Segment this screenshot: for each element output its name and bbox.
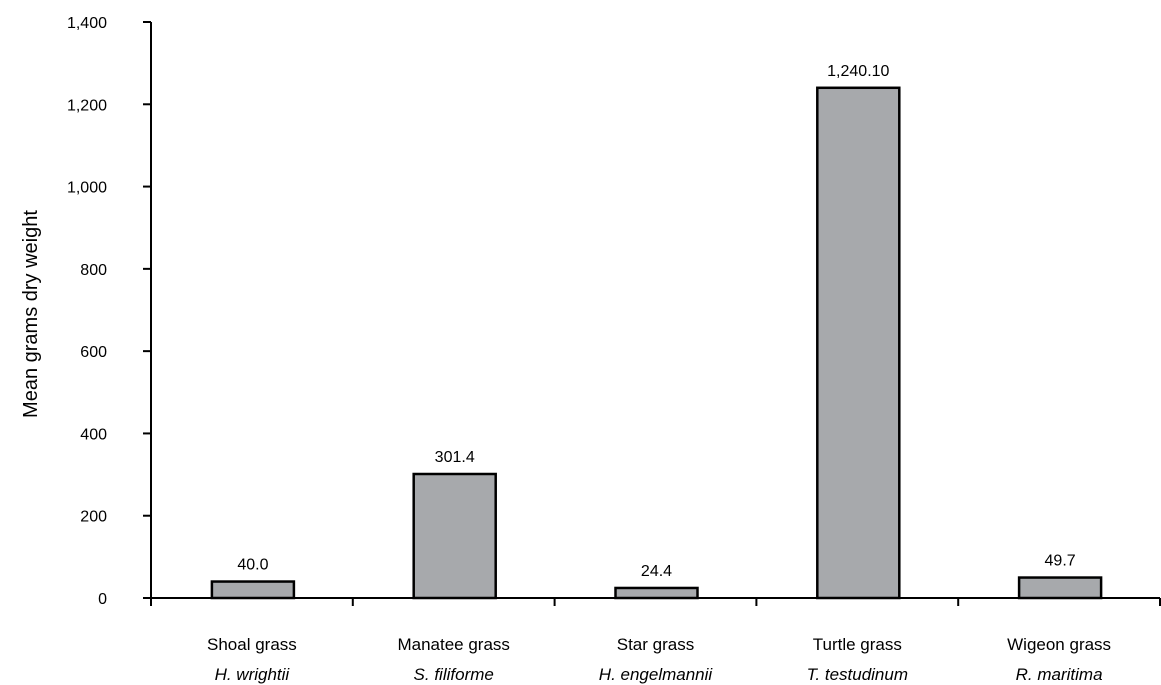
y-tick-label: 600 [80,344,107,361]
x-category-scientific-label: H. wrightii [215,665,291,684]
data-label: 24.4 [641,563,672,580]
x-category-label: Star grass [617,635,694,654]
y-tick-label: 1,000 [67,180,107,197]
bar-star-grass [614,586,699,600]
y-tick-label: 800 [80,262,107,279]
y-tick-label: 1,200 [67,97,107,114]
data-label: 301.4 [435,449,475,466]
y-axis: 0 200 400 600 800 1,000 1,200 1,400 [67,15,152,608]
x-category-label: Wigeon grass [1007,635,1111,654]
x-category-scientific-label: H. engelmannii [599,665,714,684]
x-category-label: Manatee grass [397,635,509,654]
y-tick-label: 200 [80,509,107,526]
data-labels: 40.0 301.4 24.4 1,240.10 49.7 [237,63,1075,580]
data-label: 40.0 [237,557,268,574]
x-category-label: Turtle grass [813,635,902,654]
bars [210,86,1103,600]
bar-wigeon-grass [1017,576,1103,600]
x-category-scientific-label: T. testudinum [807,665,908,684]
data-label: 49.7 [1045,553,1076,570]
x-category-scientific-label: S. filiforme [414,665,494,684]
x-category-label: Shoal grass [207,635,297,654]
data-label: 1,240.10 [827,63,889,80]
category-labels: Shoal grass H. wrightii Manatee grass S. fi… [207,635,1111,684]
x-category-scientific-label: R. maritima [1016,665,1103,684]
y-tick-label: 1,400 [67,15,107,32]
bar-turtle-grass [816,86,901,600]
y-tick-label: 400 [80,426,107,443]
bar-manatee-grass [412,472,497,600]
bar-shoal-grass [210,580,296,600]
y-axis-title: Mean grams dry weight [20,210,42,418]
y-tick-label: 0 [98,591,107,608]
